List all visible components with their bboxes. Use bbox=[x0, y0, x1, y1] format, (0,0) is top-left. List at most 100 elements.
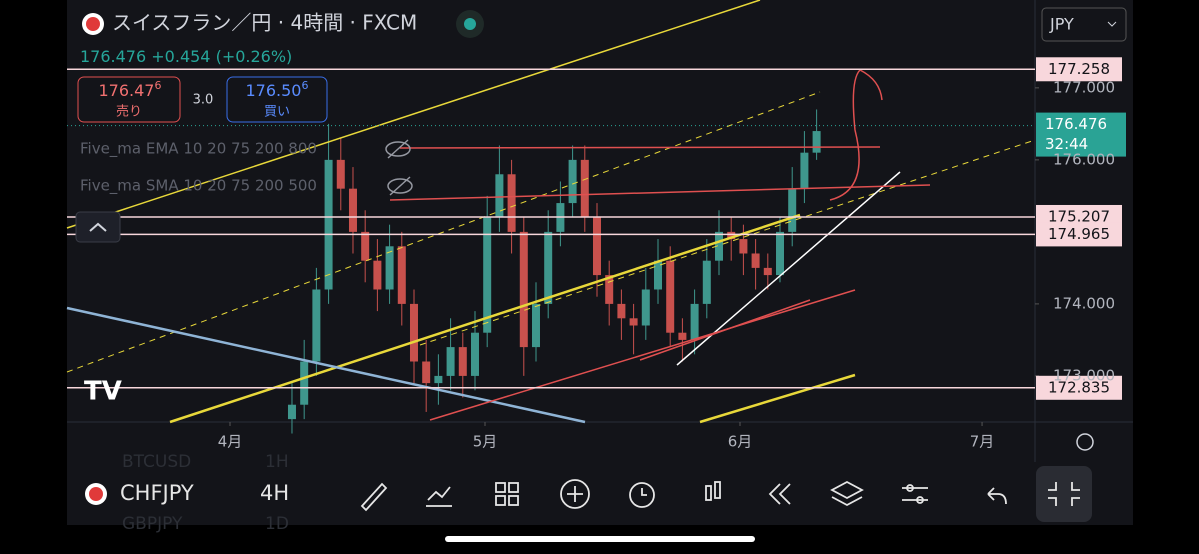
chevron bbox=[1107, 21, 1117, 27]
candle-body bbox=[495, 174, 504, 218]
level-tag bbox=[1036, 222, 1122, 247]
ghost-text: GBPJPY bbox=[122, 514, 183, 534]
freehand-arrow bbox=[829, 69, 883, 201]
candle-body bbox=[300, 361, 309, 405]
buy-price: 176.506 bbox=[246, 79, 309, 100]
level-label: 172.835 bbox=[1048, 378, 1110, 396]
symbol[interactable]: CHFJPY bbox=[120, 481, 194, 505]
trendline bbox=[66, 0, 761, 229]
candle-body bbox=[629, 318, 638, 326]
interval[interactable]: 4H bbox=[260, 481, 289, 505]
trendline bbox=[66, 91, 821, 373]
trendline bbox=[699, 373, 856, 424]
trendline bbox=[389, 184, 931, 201]
candle-body bbox=[653, 260, 662, 290]
collapse-button[interactable] bbox=[75, 211, 121, 243]
trendline bbox=[399, 146, 881, 149]
candle-body bbox=[727, 231, 736, 240]
tv-logo: TV bbox=[84, 377, 122, 407]
fullscreen-button[interactable] bbox=[1036, 466, 1092, 522]
candle-body bbox=[385, 246, 394, 290]
candles bbox=[229, 87, 1039, 434]
candle-body bbox=[348, 188, 357, 232]
candle-body bbox=[641, 289, 650, 326]
candle-body bbox=[397, 246, 406, 304]
hide-icons[interactable] bbox=[385, 139, 413, 196]
x-tick-label: 6月 bbox=[728, 433, 753, 451]
candle-body bbox=[580, 159, 589, 218]
candle-body bbox=[776, 231, 785, 276]
level-label: 175.207 bbox=[1048, 207, 1110, 225]
candle-body bbox=[507, 174, 516, 232]
level-label: 177.258 bbox=[1048, 60, 1110, 78]
candle-body bbox=[678, 332, 687, 340]
trendline bbox=[66, 306, 586, 424]
level-tag bbox=[1036, 57, 1122, 82]
level-label: 174.965 bbox=[1048, 225, 1110, 243]
ghost-text: 1D bbox=[265, 514, 289, 534]
candle-body bbox=[361, 231, 370, 261]
candle-body bbox=[812, 131, 821, 153]
candle-body bbox=[422, 361, 431, 384]
trendline bbox=[419, 139, 1036, 346]
candle-body bbox=[617, 303, 626, 319]
sell-button[interactable] bbox=[77, 76, 181, 123]
candle-body bbox=[446, 347, 455, 376]
candle-body bbox=[409, 303, 418, 362]
candle-body bbox=[336, 159, 345, 189]
candle-body bbox=[763, 267, 772, 276]
countdown: 32:44 bbox=[1045, 135, 1088, 153]
buy-button[interactable] bbox=[226, 76, 328, 123]
candle-body bbox=[544, 231, 553, 304]
candle-body bbox=[373, 260, 382, 290]
candle-body bbox=[666, 260, 675, 333]
candle-body bbox=[605, 275, 614, 304]
fullscreen-icon bbox=[1048, 482, 1080, 506]
candle-body bbox=[434, 375, 443, 384]
candle-body bbox=[531, 303, 540, 348]
candle-body bbox=[702, 260, 711, 304]
x-tick-label: 7月 bbox=[970, 433, 995, 451]
ghost-text: 1H bbox=[265, 452, 289, 472]
flag-icon bbox=[86, 17, 100, 31]
level-tag bbox=[1036, 375, 1122, 400]
trendline bbox=[429, 289, 856, 421]
candle-body bbox=[788, 188, 797, 232]
candle-body bbox=[751, 253, 760, 268]
trendline bbox=[639, 299, 811, 361]
indicator: Five_ma EMA 10 20 75 200 800 bbox=[80, 140, 317, 159]
currency: JPY bbox=[1049, 15, 1074, 34]
buy-label: 買い bbox=[264, 105, 290, 120]
candle-body bbox=[324, 159, 333, 290]
candle-body bbox=[715, 231, 724, 261]
x-tick-label: 4月 bbox=[218, 433, 243, 451]
x-tick-label: 5月 bbox=[473, 433, 498, 451]
settings-icon[interactable] bbox=[1076, 433, 1094, 451]
candle-body bbox=[483, 217, 492, 333]
title: スイスフラン／円 · 4時間 · FXCM bbox=[112, 11, 417, 35]
candle-body bbox=[287, 404, 296, 420]
candle-body bbox=[519, 231, 528, 348]
candle-body bbox=[470, 332, 479, 376]
spread: 3.0 bbox=[193, 93, 214, 108]
status bbox=[464, 18, 476, 30]
toolbar-icons[interactable] bbox=[360, 479, 1007, 512]
indicator: Five_ma SMA 10 20 75 200 500 bbox=[80, 177, 317, 196]
sell-label: 売り bbox=[116, 104, 142, 120]
sell-price: 176.476 bbox=[99, 79, 162, 100]
currency-select[interactable] bbox=[1041, 7, 1127, 42]
last-price-tag bbox=[1036, 112, 1126, 157]
chevron bbox=[89, 222, 107, 232]
candle-body bbox=[568, 159, 577, 204]
last-price: 176.476 +0.454 (+0.26%) bbox=[80, 47, 292, 66]
y-tick-label: 177.000 bbox=[1053, 78, 1115, 96]
candle-body bbox=[739, 239, 748, 254]
home-indicator bbox=[445, 536, 755, 542]
candle-body bbox=[312, 289, 321, 362]
candle-body bbox=[690, 303, 699, 340]
y-tick-label: 173.000 bbox=[1053, 366, 1115, 384]
flag-icon bbox=[89, 487, 103, 501]
